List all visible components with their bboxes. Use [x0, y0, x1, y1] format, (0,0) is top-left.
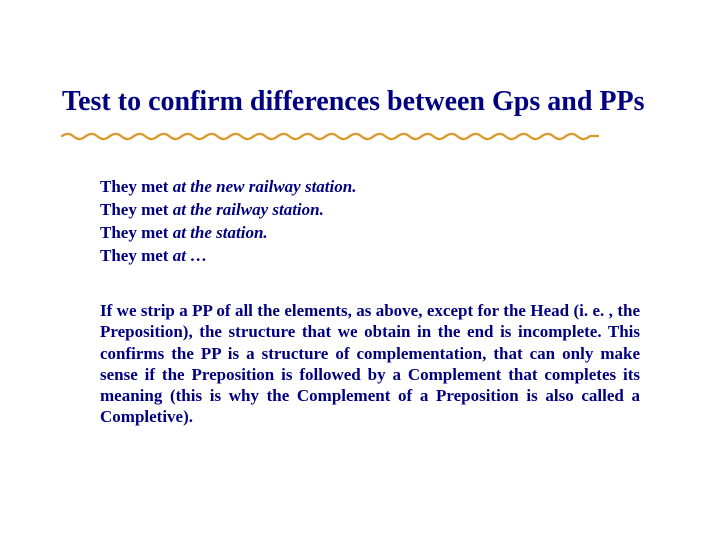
scribble-underline-icon: [60, 126, 600, 150]
example-italic: at the station.: [173, 223, 268, 242]
example-line: They met at the new railway station.: [100, 176, 660, 199]
example-italic: at the new railway station.: [173, 177, 357, 196]
body-paragraph: If we strip a PP of all the elements, as…: [100, 300, 640, 428]
example-lines: They met at the new railway station. The…: [100, 176, 660, 268]
slide: Test to confirm differences between Gps …: [0, 0, 720, 540]
title-underline: [60, 126, 600, 150]
example-prefix: They met: [100, 200, 173, 219]
example-line: They met at the railway station.: [100, 199, 660, 222]
example-prefix: They met: [100, 177, 173, 196]
example-italic: at the railway station.: [173, 200, 324, 219]
example-prefix: They met: [100, 246, 173, 265]
example-prefix: They met: [100, 223, 173, 242]
scribble-path: [62, 134, 598, 139]
example-line: They met at …: [100, 245, 660, 268]
example-line: They met at the station.: [100, 222, 660, 245]
example-italic: at …: [173, 246, 207, 265]
slide-title: Test to confirm differences between Gps …: [62, 86, 680, 118]
